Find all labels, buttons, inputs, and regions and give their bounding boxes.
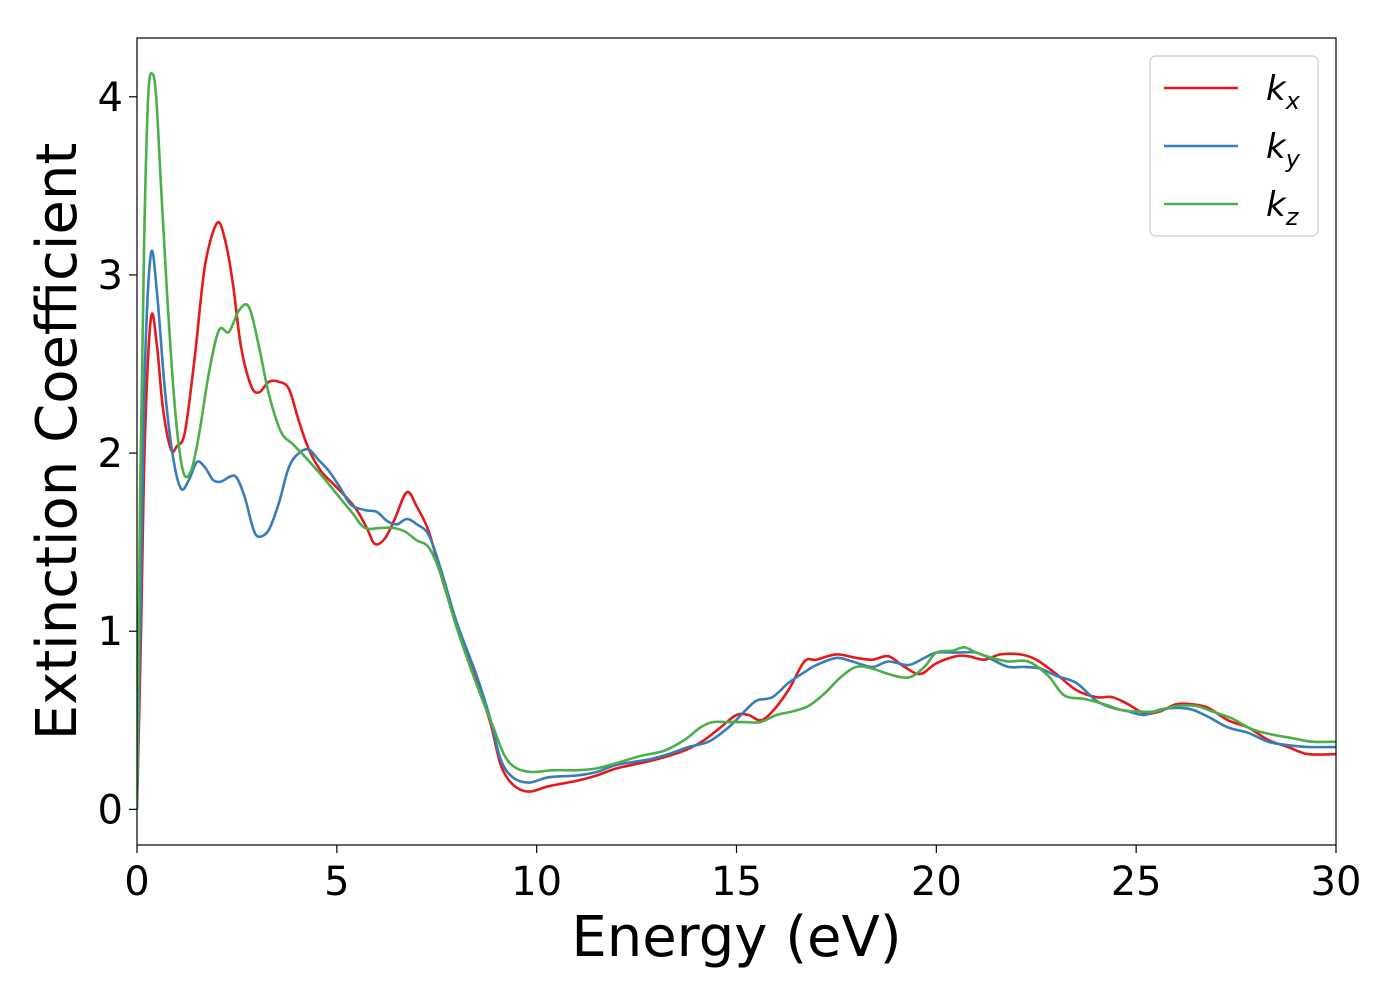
- x-tick-label: 25: [1111, 859, 1162, 905]
- legend-subscript: z: [1285, 203, 1300, 231]
- x-axis: 0 5 10 15 20 25 30: [124, 845, 1361, 905]
- y-tick-label: 1: [98, 609, 123, 655]
- legend-subscript: x: [1285, 87, 1301, 115]
- legend-label-ky: ky: [1266, 127, 1301, 173]
- y-axis: 0 1 2 3 4: [98, 75, 137, 833]
- x-axis-title: Energy (eV): [571, 905, 901, 970]
- x-tick-label: 10: [511, 859, 562, 905]
- y-tick-label: 3: [98, 253, 123, 299]
- legend-subscript: y: [1285, 145, 1301, 173]
- x-tick-label: 30: [1311, 859, 1362, 905]
- series-line-ky: [137, 249, 1336, 810]
- series-line-kz: [137, 72, 1336, 810]
- y-axis-title: Extinction Coefficient: [25, 143, 90, 741]
- x-tick-label: 15: [711, 859, 762, 905]
- x-tick-label: 0: [124, 859, 149, 905]
- y-tick-label: 4: [98, 75, 123, 121]
- y-tick-label: 2: [98, 431, 123, 477]
- x-tick-label: 20: [911, 859, 962, 905]
- legend-label-kx: kx: [1266, 69, 1301, 115]
- series-layer: [137, 72, 1336, 810]
- x-tick-label: 5: [324, 859, 349, 905]
- series-line-kx: [137, 220, 1336, 810]
- y-tick-label: 0: [98, 787, 123, 833]
